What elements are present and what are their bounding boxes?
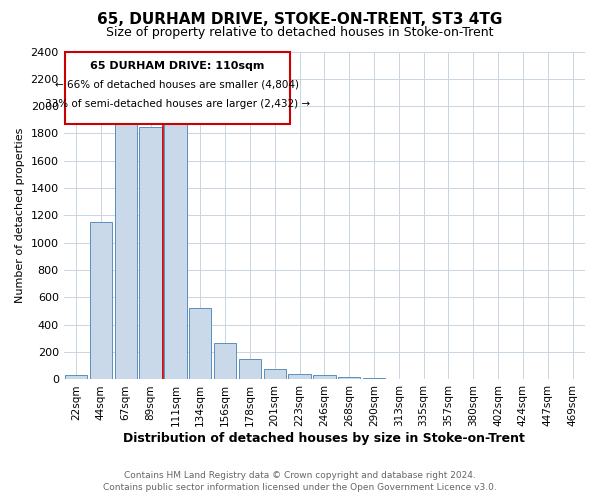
Bar <box>289 374 311 380</box>
Bar <box>388 379 410 380</box>
Bar <box>189 308 211 380</box>
Bar <box>338 378 361 380</box>
Bar <box>139 126 162 380</box>
Y-axis label: Number of detached properties: Number of detached properties <box>15 128 25 303</box>
Text: ← 66% of detached houses are smaller (4,804): ← 66% of detached houses are smaller (4,… <box>55 80 299 90</box>
X-axis label: Distribution of detached houses by size in Stoke-on-Trent: Distribution of detached houses by size … <box>124 432 525 445</box>
Bar <box>214 343 236 380</box>
Bar <box>90 222 112 380</box>
Bar <box>313 376 335 380</box>
Bar <box>65 376 87 380</box>
FancyBboxPatch shape <box>65 52 290 124</box>
Text: Size of property relative to detached houses in Stoke-on-Trent: Size of property relative to detached ho… <box>106 26 494 39</box>
Text: Contains HM Land Registry data © Crown copyright and database right 2024.
Contai: Contains HM Land Registry data © Crown c… <box>103 471 497 492</box>
Bar <box>115 113 137 380</box>
Bar <box>164 92 187 380</box>
Text: 65 DURHAM DRIVE: 110sqm: 65 DURHAM DRIVE: 110sqm <box>90 61 265 71</box>
Text: 33% of semi-detached houses are larger (2,432) →: 33% of semi-detached houses are larger (… <box>44 99 310 109</box>
Bar <box>239 359 261 380</box>
Bar <box>263 368 286 380</box>
Text: 65, DURHAM DRIVE, STOKE-ON-TRENT, ST3 4TG: 65, DURHAM DRIVE, STOKE-ON-TRENT, ST3 4T… <box>97 12 503 28</box>
Bar <box>363 378 385 380</box>
